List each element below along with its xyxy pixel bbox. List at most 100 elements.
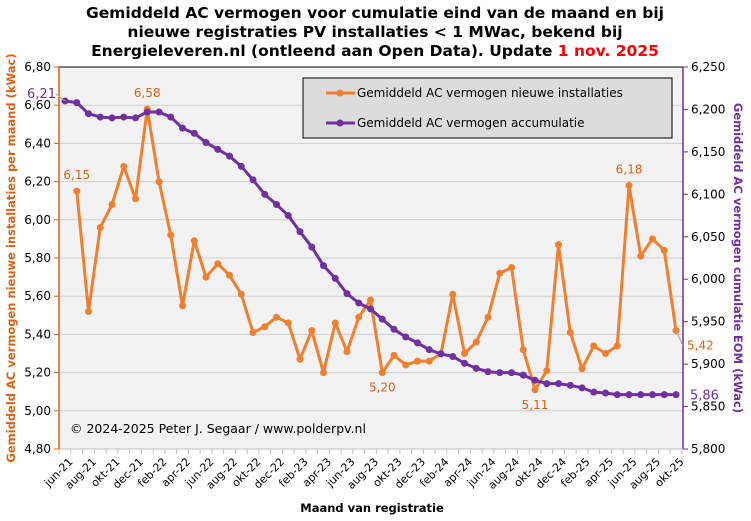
copyright-text: © 2024-2025 Peter J. Segaar / www.polder… (70, 421, 366, 436)
data-point-0 (331, 319, 339, 327)
chart-title-line-1: Gemiddeld AC vermogen voor cumulatie ein… (86, 4, 664, 22)
data-point-0 (179, 302, 186, 310)
gridlines (59, 104, 683, 412)
data-point-0 (519, 346, 527, 354)
series-line-0 (75, 107, 678, 392)
data-point-1 (437, 350, 445, 358)
left-tick-label: 5,00 (24, 404, 51, 418)
data-point-1 (402, 333, 410, 341)
data-point-1 (649, 391, 656, 399)
data-point-1 (578, 384, 586, 392)
chart-title-line-2: nieuwe registraties PV installaties < 1 … (127, 23, 622, 41)
data-point-1 (296, 228, 304, 236)
data-point-1 (449, 352, 457, 360)
update-date: 1 nov. 2025 (558, 42, 659, 60)
left-tick-label: 6,00 (24, 213, 51, 227)
data-point-1 (637, 391, 645, 399)
right-tick-label: 5,950 (691, 315, 725, 329)
data-point-0 (414, 357, 421, 365)
right-tick-label: 6,100 (691, 187, 725, 201)
left-tick-label: 6,20 (24, 175, 51, 189)
series-layer: 6,15 6,58 5,20 5,11 6,18 5,42 6,21 5,86 (27, 86, 719, 412)
left-tick-label: 5,60 (24, 289, 51, 303)
data-point-0 (590, 342, 598, 350)
left-tick-label: 5,80 (24, 251, 51, 265)
left-tick-label: 6,40 (24, 136, 51, 150)
legend-marker-nieuwe (336, 89, 344, 97)
data-point-1 (508, 369, 515, 377)
data-point-1 (190, 129, 198, 137)
data-label: 6,58 (134, 86, 161, 100)
data-label: 6,21 (27, 87, 56, 102)
data-point-0 (390, 351, 398, 359)
data-point-0 (637, 252, 645, 260)
data-point-0 (484, 313, 492, 321)
legend: Gemiddeld AC vermogen nieuwe installatie… (302, 77, 673, 139)
data-point-1 (414, 339, 421, 347)
right-tick-label: 5,800 (691, 442, 725, 456)
chart-title-line-3: Energieleveren.nl (ontleend aan Open Dat… (91, 42, 659, 60)
data-point-0 (273, 313, 280, 321)
data-point-1 (472, 364, 480, 372)
data-point-0 (402, 361, 410, 369)
right-tick-label: 6,200 (691, 102, 725, 116)
data-point-0 (108, 201, 116, 209)
data-point-1 (555, 380, 562, 388)
data-point-0 (531, 386, 539, 394)
data-point-1 (531, 376, 539, 384)
data-point-0 (425, 357, 433, 365)
data-point-1 (132, 114, 139, 122)
data-point-0 (613, 342, 621, 350)
left-tick-label: 5,40 (24, 327, 51, 341)
chart-title-line-3-text: Energieleveren.nl (ontleend aan Open Dat… (91, 42, 558, 60)
data-point-1 (261, 190, 269, 198)
data-point-1 (284, 212, 292, 220)
legend-label-nieuwe: Gemiddeld AC vermogen nieuwe installatie… (357, 86, 623, 100)
data-point-1 (602, 389, 609, 397)
data-point-1 (320, 262, 327, 270)
legend-label-accumulatie: Gemiddeld AC vermogen accumulatie (357, 116, 585, 130)
data-point-0 (202, 273, 210, 281)
data-point-1 (613, 391, 621, 399)
right-axis-title: Gemiddeld AC vermogen cumulatie EOM (kWa… (731, 103, 745, 413)
data-point-0 (214, 260, 222, 268)
data-point-0 (578, 365, 586, 373)
data-point-0 (555, 241, 562, 249)
data-point-0 (378, 369, 386, 377)
data-point-1 (566, 381, 574, 389)
data-point-0 (73, 187, 81, 195)
data-point-1 (519, 371, 527, 379)
data-point-0 (625, 181, 633, 189)
data-point-1 (96, 113, 104, 121)
data-point-0 (367, 296, 374, 304)
data-point-1 (367, 305, 374, 313)
data-point-1 (331, 274, 339, 282)
left-tick-label: 6,60 (24, 98, 51, 112)
data-point-0 (566, 328, 574, 336)
data-point-1 (672, 391, 680, 399)
data-point-1 (378, 315, 386, 323)
data-point-1 (202, 139, 210, 147)
data-point-0 (355, 313, 363, 321)
annotation-leader (55, 93, 66, 102)
annotation-leader (675, 330, 684, 346)
data-label: 5,42 (687, 339, 714, 353)
data-point-1 (425, 346, 433, 354)
data-point-1 (120, 113, 128, 121)
data-point-0 (461, 350, 468, 357)
right-tick-label: 6,000 (691, 272, 725, 286)
data-point-0 (508, 264, 515, 272)
left-tick-label: 4,80 (24, 442, 51, 456)
data-point-0 (132, 195, 139, 203)
data-point-1 (167, 113, 175, 121)
data-point-0 (343, 348, 351, 356)
data-point-0 (261, 323, 269, 331)
data-point-0 (296, 355, 304, 363)
data-point-0 (120, 162, 128, 170)
data-point-1 (543, 380, 551, 388)
data-point-0 (85, 307, 92, 315)
data-point-1 (143, 108, 151, 116)
data-point-0 (660, 246, 668, 254)
legend-box (302, 77, 673, 139)
right-tick-label: 6,050 (691, 230, 725, 244)
